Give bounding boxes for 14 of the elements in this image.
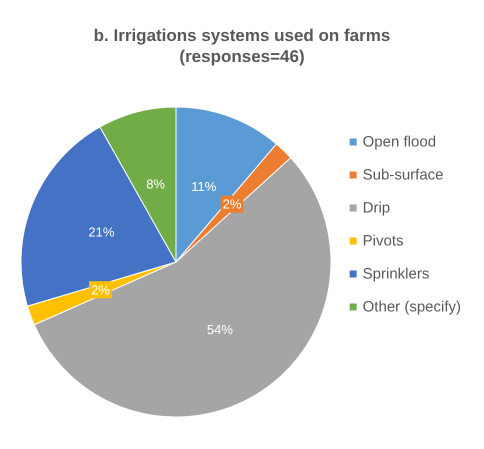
data-label: 54% [206, 322, 234, 337]
legend-label: Open flood [362, 134, 436, 150]
chart-subtitle: (responses=46) [179, 47, 305, 66]
data-label: 21% [88, 224, 115, 240]
legend-label: Drip [362, 200, 390, 216]
chart-title: b. Irrigations systems used on farms [94, 26, 390, 45]
legend-label: Sprinklers [362, 266, 430, 282]
legend-label: Pivots [362, 232, 404, 250]
data-label: 8% [146, 176, 166, 192]
data-label: 2% [91, 282, 110, 298]
data-label: 11% [191, 178, 217, 194]
legend-label: Sub-surface [362, 166, 444, 184]
legend-label: Other (specify) [362, 298, 462, 316]
data-label: 2% [222, 196, 242, 212]
